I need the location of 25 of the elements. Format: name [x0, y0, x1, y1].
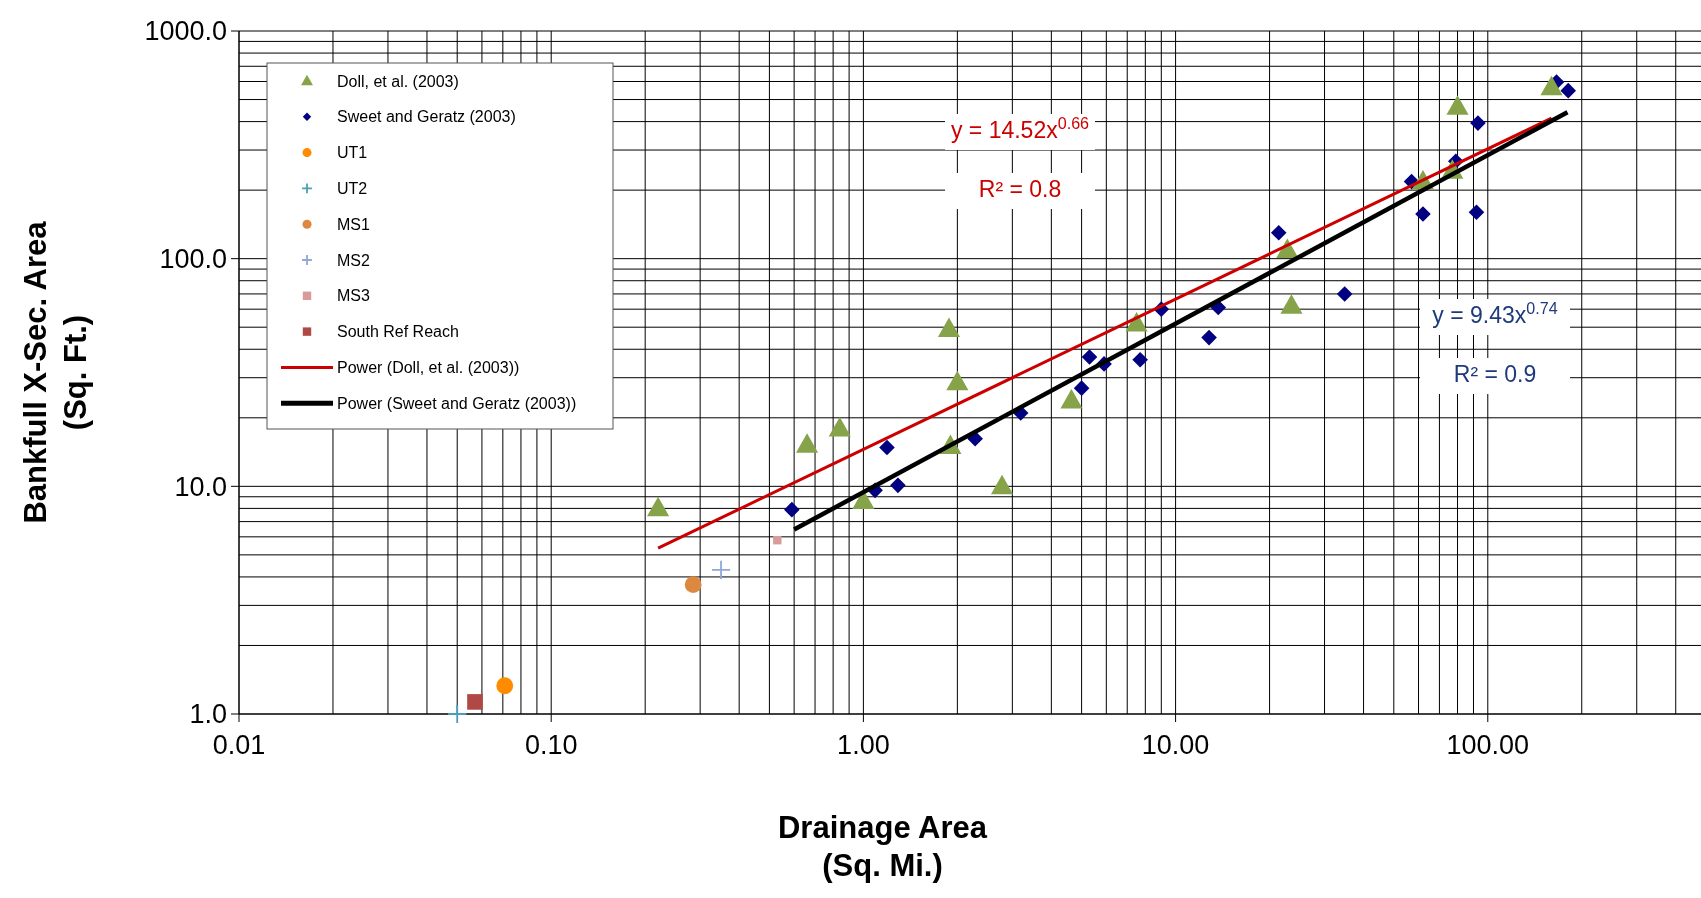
- annotation: R² = 0.8: [978, 176, 1062, 202]
- annotation: y = 14.52x$^{0.66}$: [950, 114, 1090, 143]
- y-axis-title: Bankfull X-Sec. Area (Sq. Ft.): [18, 220, 93, 524]
- annotation: y = 9.43x$^{0.74}$: [1432, 299, 1558, 328]
- legend-label: Sweet and Geratz (2003): [337, 108, 516, 126]
- legend-label: UT1: [337, 144, 368, 162]
- legend-label: South Ref Reach: [337, 323, 459, 341]
- annotation: R² = 0.9: [1453, 361, 1537, 387]
- legend-label: MS3: [337, 287, 370, 305]
- y-tick-label: 10.0: [174, 471, 227, 502]
- x-tick-label: 10.00: [1141, 730, 1210, 760]
- legend-label: Power (Doll, et al. (2003)): [337, 359, 520, 376]
- y-tick-label: 100.0: [159, 244, 227, 275]
- y-tick-label: 1.0: [189, 699, 227, 730]
- x-tick-label: 0.01: [212, 730, 266, 760]
- x-tick-label: 100.00: [1446, 730, 1530, 760]
- legend-label: UT2: [337, 180, 368, 197]
- x-tick-label: 1.00: [837, 730, 890, 760]
- legend-label: MS1: [337, 215, 370, 233]
- legend-label: MS2: [337, 251, 370, 269]
- x-axis-title: Drainage Area (Sq. Mi.): [777, 810, 988, 883]
- y-tick-label: 1000.0: [144, 16, 227, 47]
- legend-label: Doll, et al. (2003): [337, 72, 459, 90]
- legend-label: Power (Sweet and Geratz (2003)): [337, 394, 577, 412]
- x-tick-label: 0.10: [524, 730, 578, 760]
